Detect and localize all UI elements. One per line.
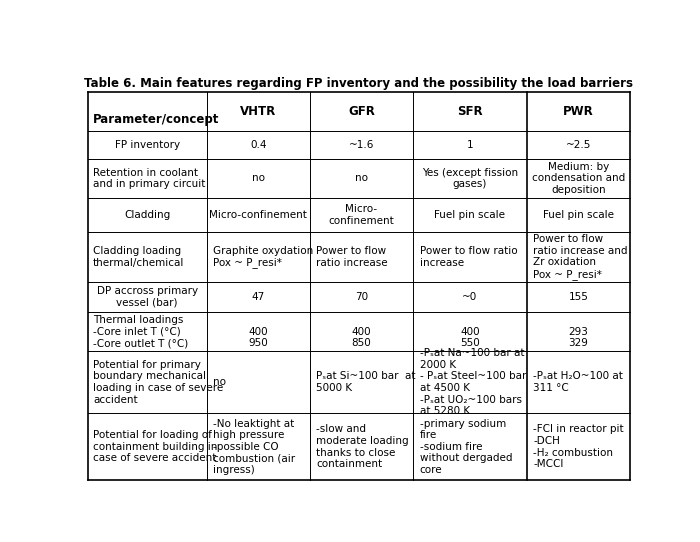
Text: -No leaktight at
high pressure
-possible CO
combustion (air
ingress): -No leaktight at high pressure -possible… [214, 418, 295, 475]
Text: ~1.6: ~1.6 [349, 140, 374, 150]
Text: no: no [214, 377, 226, 387]
Text: FP inventory: FP inventory [115, 140, 180, 150]
Text: ~2.5: ~2.5 [566, 140, 592, 150]
Text: -slow and
moderate loading
thanks to close
containment: -slow and moderate loading thanks to clo… [316, 424, 409, 469]
Text: -primary sodium
fire
-sodium fire
without dergaded
core: -primary sodium fire -sodium fire withou… [419, 418, 512, 475]
Text: SFR: SFR [457, 105, 483, 118]
Text: Cladding: Cladding [124, 210, 170, 220]
Text: 0.4: 0.4 [250, 140, 267, 150]
Text: Micro-confinement: Micro-confinement [209, 210, 307, 220]
Text: Cladding loading
thermal/chemical: Cladding loading thermal/chemical [93, 246, 184, 268]
Text: DP accross primary
vessel (bar): DP accross primary vessel (bar) [97, 286, 197, 308]
Text: 70: 70 [355, 292, 368, 302]
Text: no: no [355, 173, 368, 183]
Text: Fuel pin scale: Fuel pin scale [435, 210, 505, 220]
Text: -FCI in reactor pit
-DCH
-H₂ combustion
-MCCI: -FCI in reactor pit -DCH -H₂ combustion … [533, 424, 624, 469]
Text: Potential for primary
boundary mechanical
loading in case of severe
accident: Potential for primary boundary mechanica… [93, 360, 223, 404]
Text: Power to flow ratio
increase: Power to flow ratio increase [419, 246, 517, 268]
Text: Pₛat Si~100 bar  at
5000 K: Pₛat Si~100 bar at 5000 K [316, 371, 416, 393]
Text: 155: 155 [568, 292, 589, 302]
Text: 400
950: 400 950 [248, 315, 268, 348]
Text: 400
850: 400 850 [351, 315, 371, 348]
Text: 47: 47 [252, 292, 265, 302]
Text: Potential for loading of
containment building in
case of severe accident: Potential for loading of containment bui… [93, 430, 217, 463]
Text: Retention in coolant
and in primary circuit: Retention in coolant and in primary circ… [93, 167, 205, 189]
Text: 293
329: 293 329 [568, 315, 589, 348]
Text: no: no [252, 173, 265, 183]
Text: -Pₛat Na~100 bar at
2000 K
- Pₛat Steel~100 bar
at 4500 K
-Pₛat UO₂~100 bars
at : -Pₛat Na~100 bar at 2000 K - Pₛat Steel~… [419, 348, 526, 416]
Text: ~0: ~0 [462, 292, 477, 302]
Text: Fuel pin scale: Fuel pin scale [543, 210, 614, 220]
Text: Power to flow
ratio increase and
Zr oxidation
Pox ~ P_resi*: Power to flow ratio increase and Zr oxid… [533, 234, 628, 280]
Text: -Pₛat H₂O~100 at
311 °C: -Pₛat H₂O~100 at 311 °C [533, 371, 623, 393]
Text: Micro-
confinement: Micro- confinement [328, 204, 394, 226]
Text: GFR: GFR [348, 105, 375, 118]
Text: Medium: by
condensation and
deposition: Medium: by condensation and deposition [532, 162, 625, 195]
Text: Thermal loadings
-Core inlet T (°C)
-Core outlet T (°C): Thermal loadings -Core inlet T (°C) -Cor… [93, 315, 188, 348]
Text: 1: 1 [467, 140, 473, 150]
Text: VHTR: VHTR [240, 105, 276, 118]
Text: Power to flow
ratio increase: Power to flow ratio increase [316, 246, 388, 268]
Text: PWR: PWR [563, 105, 594, 118]
Text: Parameter/concept: Parameter/concept [93, 113, 219, 126]
Text: Graphite oxydation
Pox ~ P_resi*: Graphite oxydation Pox ~ P_resi* [214, 246, 314, 268]
Text: Yes (except fission
gases): Yes (except fission gases) [422, 167, 518, 189]
Text: Table 6. Main features regarding FP inventory and the possibility the load barri: Table 6. Main features regarding FP inve… [84, 77, 634, 90]
Text: 400
550: 400 550 [460, 315, 480, 348]
